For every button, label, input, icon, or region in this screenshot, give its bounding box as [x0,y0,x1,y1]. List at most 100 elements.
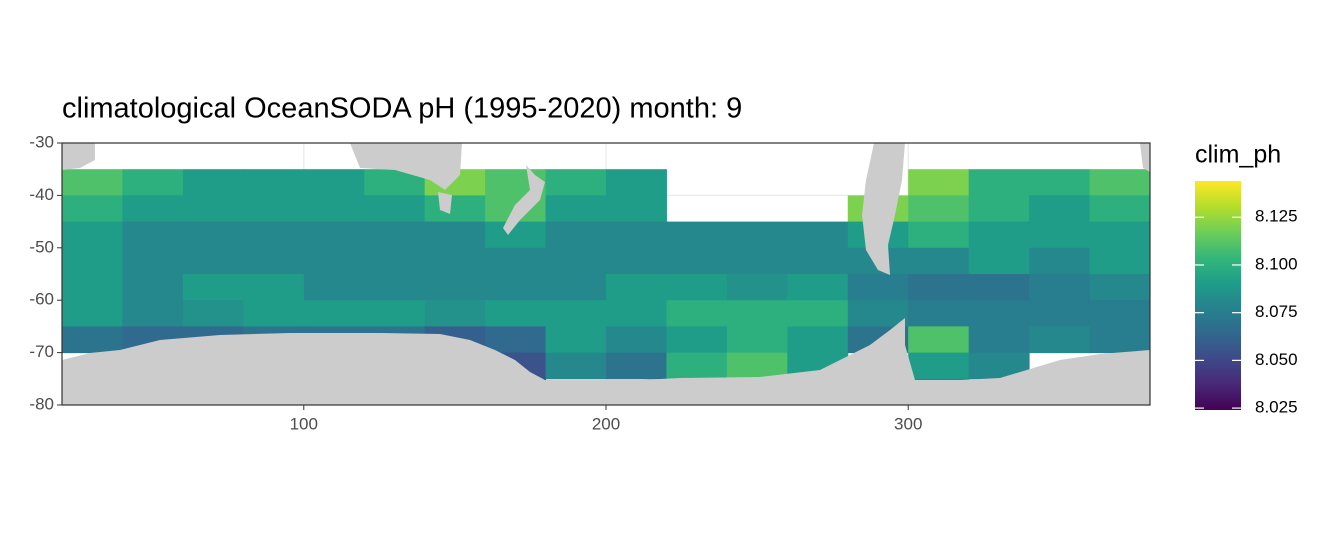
land-australia [350,143,462,190]
cell [1029,274,1091,301]
cell [62,195,123,223]
cell [666,326,728,354]
y-tick-label: -50 [29,237,54,256]
cell [485,326,547,354]
chart-title: climatological OceanSODA pH (1995-2020) … [62,93,742,125]
cell [968,221,1030,249]
cell [364,247,426,275]
cell [908,221,970,249]
cell [908,247,970,275]
cell [424,300,486,327]
cell [1089,326,1151,354]
cell [1029,300,1091,327]
cell [545,274,607,301]
cell [364,274,426,301]
cell [1089,274,1151,301]
cell [243,195,305,223]
cell [726,300,788,327]
cell [243,274,305,301]
cell [1089,247,1151,275]
cell [303,274,365,301]
cells [62,169,1151,406]
cell [303,221,365,249]
cell [1029,195,1091,223]
cell [424,247,486,275]
cell [303,169,365,196]
cell [968,274,1030,301]
cell [1089,195,1151,223]
cell [606,169,667,196]
cell [62,247,123,275]
x-tick-label: 100 [290,414,318,433]
x-tick-label: 200 [592,414,620,433]
cell [243,221,305,249]
cell [545,247,607,275]
cell [847,300,909,327]
cell [968,300,1030,327]
colorbar-label: 8.075 [1255,302,1298,321]
cell [545,300,607,327]
cell [424,195,486,223]
cell [545,352,607,380]
land-africa-east [1140,143,1150,172]
cell [182,195,244,223]
cell [606,247,667,275]
cell [908,300,970,327]
cell [122,221,184,249]
cell [303,300,365,327]
cell [364,221,426,249]
land-africa [62,143,95,170]
cell [968,247,1030,275]
cell [1029,247,1091,275]
cell [1089,221,1151,249]
cell [726,326,788,354]
cell [303,247,365,275]
cell [62,326,123,354]
cell [182,247,244,275]
cell [908,169,970,196]
cell [62,169,123,196]
cell [606,300,667,327]
cell [303,195,365,223]
cell [726,247,788,275]
cell [182,221,244,249]
cell [726,274,788,301]
cell [666,247,728,275]
cell [847,274,909,301]
land [62,143,1150,405]
land-south-america [862,143,905,275]
cell [908,352,970,380]
cell [908,326,970,354]
cell [726,352,788,380]
cell [122,247,184,275]
colorbar-label: 8.100 [1255,254,1298,273]
land-antarctica [62,318,1150,405]
y-tick-label: -70 [29,342,54,361]
colorbar [1195,181,1241,410]
cell [545,326,607,354]
cell [908,274,970,301]
y-tick-label: -30 [29,132,54,151]
cell [787,300,849,327]
cell [364,195,426,223]
cell [424,274,486,301]
cell [243,247,305,275]
colorbar-label: 8.125 [1255,207,1298,226]
cell [606,195,667,223]
land-tasmania [438,192,452,214]
cell [666,352,728,380]
y-tick-label: -40 [29,185,54,204]
cell [968,195,1030,223]
land-new-zealand [503,165,545,235]
cell [606,326,667,354]
cell [62,221,123,249]
cell [485,247,547,275]
cell [1029,326,1091,354]
cell [122,195,184,223]
legend-title: clim_ph [1195,141,1281,169]
cell [666,221,728,249]
cell [1089,169,1151,196]
cell [726,221,788,249]
cell [424,221,486,249]
cell [606,221,667,249]
